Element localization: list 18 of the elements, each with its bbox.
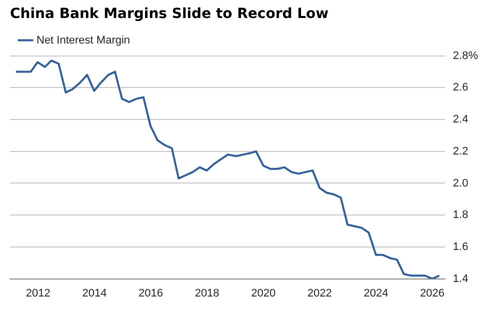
y-tick-label: 2.4 — [452, 114, 468, 126]
x-tick-label: 2026 — [420, 287, 444, 300]
y-tick-label: 1.4 — [452, 272, 468, 285]
x-tick-label: 2022 — [307, 287, 332, 300]
chart-title: China Bank Margins Slide to Record Low — [10, 6, 329, 22]
y-tick-label: 2.8% — [452, 50, 478, 62]
y-tick-label: 1.6 — [452, 240, 468, 253]
y-tick-label: 1.8 — [452, 209, 468, 222]
x-tick-label: 2018 — [194, 287, 220, 300]
y-tick-label: 2.6 — [452, 82, 468, 94]
y-tick-label: 2.0 — [452, 177, 468, 190]
x-tick-label: 2024 — [364, 287, 388, 300]
x-tick-label: 2016 — [138, 287, 163, 300]
x-tick-label: 2020 — [251, 287, 276, 300]
y-tick-label: 2.2 — [452, 145, 468, 158]
legend-label: Net Interest Margin — [36, 34, 130, 46]
x-tick-label: 2012 — [26, 287, 50, 300]
x-tick-label: 2014 — [82, 287, 107, 300]
